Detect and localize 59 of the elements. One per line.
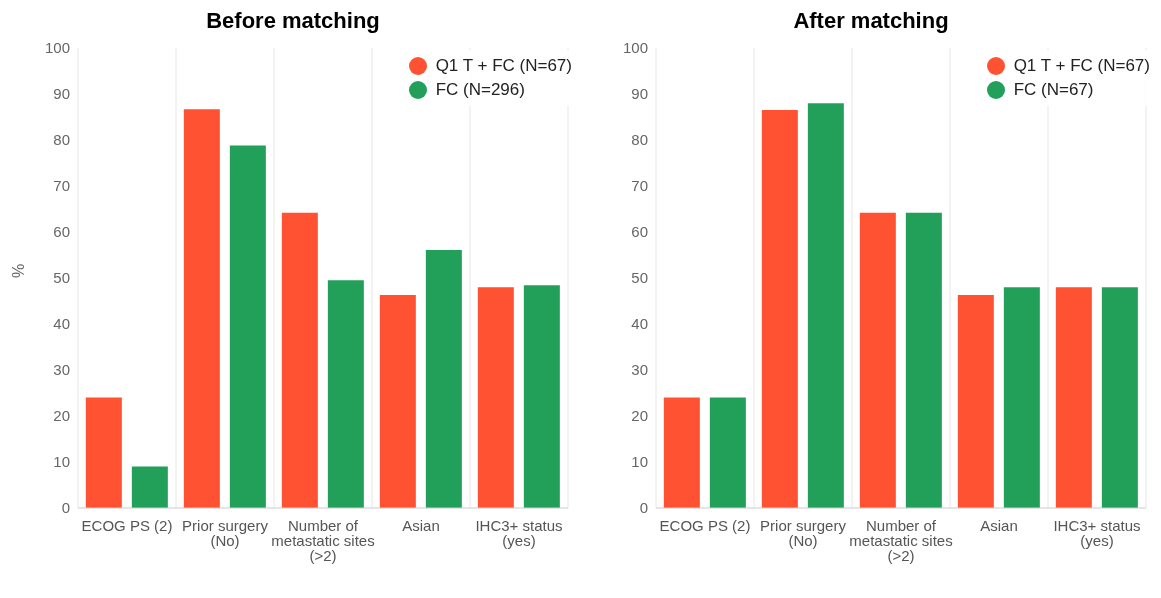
bar	[859, 212, 896, 508]
y-tick-label: 0	[61, 499, 70, 517]
x-tick-label: Prior surgery (No)	[182, 516, 269, 549]
y-tick-label: 50	[53, 269, 70, 287]
bar	[1101, 287, 1138, 508]
y-tick-label: 40	[53, 315, 70, 333]
x-tick-label: ECOG PS (2)	[81, 516, 173, 534]
x-tick-label: Number of metastatic sites (>2)	[271, 516, 375, 564]
y-tick-label: 30	[631, 361, 648, 379]
bar	[379, 295, 416, 508]
x-tick-label: ECOG PS (2)	[659, 516, 751, 534]
bar	[523, 285, 560, 508]
bar	[761, 110, 798, 508]
y-tick-label: 100	[622, 39, 648, 57]
bar	[327, 280, 364, 508]
x-tick-label: IHC3+ status (yes)	[1053, 516, 1141, 549]
bar	[229, 145, 266, 508]
bar	[183, 109, 220, 508]
bar	[663, 397, 700, 508]
chart-title: Before matching	[205, 8, 381, 35]
bar	[957, 295, 994, 508]
y-tick-label: 80	[631, 131, 648, 149]
bar	[477, 287, 514, 508]
y-tick-label: 90	[53, 85, 70, 103]
chart-title: After matching	[792, 8, 950, 35]
y-tick-label: 10	[631, 453, 648, 471]
legend-label: FC (N=296)	[435, 80, 525, 100]
x-tick-label: Asian	[402, 516, 440, 534]
y-tick-label: 60	[53, 223, 70, 241]
bar	[425, 249, 462, 508]
bar	[807, 103, 844, 508]
legend-label: Q1 T + FC (N=67)	[435, 56, 572, 76]
bar	[1003, 287, 1040, 508]
bar	[131, 466, 168, 508]
y-tick-label: 80	[53, 131, 70, 149]
y-tick-label: 20	[631, 407, 648, 425]
bar	[281, 212, 318, 508]
y-tick-label: 60	[631, 223, 648, 241]
y-tick-label: 30	[53, 361, 70, 379]
y-tick-label: 100	[44, 39, 70, 57]
bar	[905, 212, 942, 508]
y-axis-title: %	[9, 263, 27, 278]
legend-label: FC (N=67)	[1013, 80, 1094, 100]
bar	[85, 397, 122, 508]
y-tick-label: 10	[53, 453, 70, 471]
bar	[709, 397, 746, 508]
y-tick-label: 70	[53, 177, 70, 195]
y-tick-label: 70	[631, 177, 648, 195]
y-tick-label: 20	[53, 407, 70, 425]
y-tick-label: 90	[631, 85, 648, 103]
x-tick-label: Prior surgery (No)	[760, 516, 847, 549]
y-tick-label: 0	[639, 499, 648, 517]
x-tick-label: Asian	[980, 516, 1018, 534]
x-tick-label: IHC3+ status (yes)	[475, 516, 563, 549]
y-tick-label: 40	[631, 315, 648, 333]
x-tick-label: Number of metastatic sites (>2)	[849, 516, 953, 564]
bar	[1055, 287, 1092, 508]
y-tick-label: 50	[631, 269, 648, 287]
legend-label: Q1 T + FC (N=67)	[1013, 56, 1150, 76]
